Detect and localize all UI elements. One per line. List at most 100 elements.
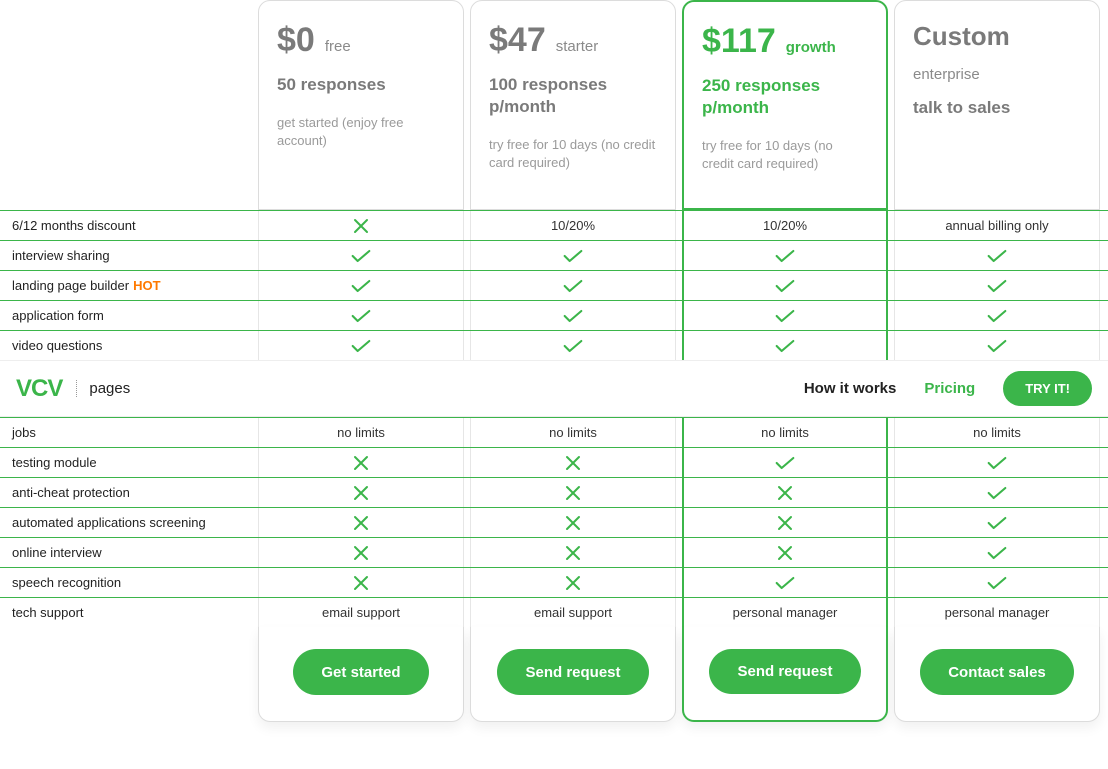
feature-cell [470,568,676,597]
plan-name: enterprise [913,66,1081,83]
feature-cell: email support [470,598,676,627]
plan-responses: 250 responses p/month [702,75,868,119]
cross-icon [353,515,369,531]
check-icon [987,456,1007,470]
check-icon [987,576,1007,590]
nav-bar: VCV pages How it works Pricing TRY IT! [0,360,1108,417]
plan-header-starter: $47starter100 responses p/monthtry free … [470,0,676,210]
feature-cell [682,478,888,507]
feature-cell [470,508,676,537]
plan-name: growth [786,39,836,56]
plan-name: starter [556,38,599,55]
feature-cell [894,478,1100,507]
cta-button-growth[interactable]: Send request [709,649,860,694]
feature-cell [470,301,676,330]
feature-cell: personal manager [682,598,888,627]
feature-cell [682,538,888,567]
plan-responses: 100 responses p/month [489,74,657,118]
cta-button-starter[interactable]: Send request [497,649,648,695]
cta-cell-free: Get started [258,627,464,722]
feature-cell [894,331,1100,360]
check-icon [987,249,1007,263]
logo[interactable]: VCV pages [16,375,130,403]
feature-row: jobsno limitsno limitsno limitsno limits [0,417,1108,447]
feature-cell [470,478,676,507]
feature-label: application form [0,301,258,330]
check-icon [563,309,583,323]
check-icon [987,516,1007,530]
feature-row: testing module [0,447,1108,477]
check-icon [351,279,371,293]
feature-row: automated applications screening [0,507,1108,537]
feature-row: 6/12 months discount10/20%10/20%annual b… [0,210,1108,240]
nav-link-how-it-works[interactable]: How it works [804,380,897,397]
plan-price: $0 [277,21,315,60]
logo-text: VCV [16,375,62,403]
check-icon [775,576,795,590]
check-icon [351,309,371,323]
feature-cell [894,568,1100,597]
feature-cell [258,241,464,270]
check-icon [351,339,371,353]
cross-icon [353,455,369,471]
feature-label: landing page builder HOT [0,271,258,300]
feature-cell: no limits [470,418,676,447]
feature-cell: personal manager [894,598,1100,627]
cross-icon [353,545,369,561]
feature-label: interview sharing [0,241,258,270]
feature-cell [470,331,676,360]
cross-icon [353,575,369,591]
feature-cell [894,301,1100,330]
check-icon [775,456,795,470]
logo-subtitle: pages [76,380,130,397]
feature-cell [682,241,888,270]
feature-label: testing module [0,448,258,477]
cross-icon [777,515,793,531]
feature-cell: no limits [682,418,888,447]
feature-row: application form [0,300,1108,330]
plan-responses: 50 responses [277,74,445,96]
cross-icon [565,455,581,471]
cta-button-enterprise[interactable]: Contact sales [920,649,1074,695]
feature-cell: email support [258,598,464,627]
check-icon [351,249,371,263]
plan-header-free: $0 free 50 responses get started (enjoy fre… [258,0,464,210]
plan-name: free [325,38,351,55]
nav-link-pricing[interactable]: Pricing [924,380,975,397]
plan-note: get started (enjoy free account) [277,114,445,150]
feature-cell [894,241,1100,270]
cta-button-free[interactable]: Get started [293,649,428,695]
hot-badge: HOT [133,278,160,293]
check-icon [987,309,1007,323]
try-it-button[interactable]: TRY IT! [1003,371,1092,406]
check-icon [563,279,583,293]
feature-cell [682,301,888,330]
check-icon [775,339,795,353]
check-icon [563,339,583,353]
plan-price: $47 [489,21,546,60]
feature-cell: 10/20% [682,211,888,240]
feature-label: video questions [0,331,258,360]
feature-cell: 10/20% [470,211,676,240]
feature-cell: no limits [894,418,1100,447]
feature-cell [470,448,676,477]
feature-cell [258,211,464,240]
feature-cell [682,448,888,477]
feature-label: anti-cheat protection [0,478,258,507]
feature-cell [682,568,888,597]
feature-label: 6/12 months discount [0,211,258,240]
feature-cell [258,271,464,300]
plan-price: $117 [702,22,776,61]
feature-row: video questions [0,330,1108,360]
plan-responses: talk to sales [913,97,1081,119]
check-icon [987,339,1007,353]
cross-icon [565,485,581,501]
check-icon [775,279,795,293]
feature-cell [258,538,464,567]
feature-label: automated applications screening [0,508,258,537]
feature-row: anti-cheat protection [0,477,1108,507]
feature-cell [470,241,676,270]
feature-cell [894,271,1100,300]
plan-note: try free for 10 days (no credit card req… [702,137,868,173]
feature-cell [258,478,464,507]
